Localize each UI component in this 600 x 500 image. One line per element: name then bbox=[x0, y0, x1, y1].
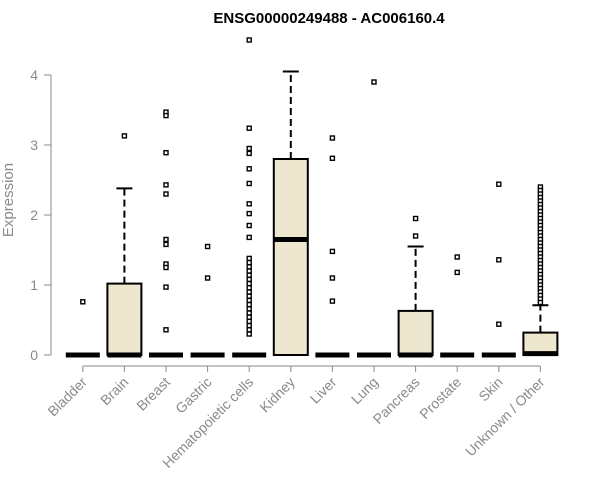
outlier-point bbox=[454, 254, 460, 260]
outlier-point bbox=[537, 299, 544, 306]
outlier-point bbox=[163, 149, 169, 156]
box-liver bbox=[315, 135, 350, 358]
outlier-point bbox=[329, 275, 336, 281]
box-hematopoietic-cells bbox=[232, 37, 267, 358]
box-gastric bbox=[190, 243, 225, 358]
outlier-point bbox=[246, 259, 252, 266]
outlier-point bbox=[163, 191, 169, 197]
outlier-point bbox=[329, 298, 336, 304]
outlier-point bbox=[412, 233, 419, 239]
iqr-box bbox=[397, 309, 434, 356]
outlier-point bbox=[371, 79, 377, 85]
box-bladder bbox=[65, 299, 100, 358]
outlier-point bbox=[496, 257, 502, 263]
x-tick-label: Brain bbox=[97, 374, 131, 408]
box-brain bbox=[106, 133, 143, 358]
x-tick-label: Liver bbox=[307, 374, 340, 407]
outlier-point bbox=[163, 112, 169, 119]
outlier-point bbox=[246, 222, 252, 229]
x-tick-label: Skin bbox=[475, 374, 506, 405]
axes: 0 1 2 3 4 bbox=[30, 67, 541, 367]
outlier-point bbox=[246, 276, 252, 283]
y-tick-label: 2 bbox=[30, 207, 38, 223]
outlier-point bbox=[246, 314, 252, 320]
outlier-point bbox=[163, 241, 169, 248]
outlier-point bbox=[204, 243, 211, 250]
outlier-point bbox=[246, 293, 252, 299]
outlier-point bbox=[246, 310, 252, 316]
boxes bbox=[65, 37, 559, 358]
chart-title: ENSG00000249488 - AC006160.4 bbox=[213, 10, 445, 27]
outlier-point bbox=[246, 201, 252, 207]
x-tick-label: Lung bbox=[348, 374, 381, 407]
box-breast bbox=[149, 109, 183, 358]
outlier-point bbox=[246, 268, 252, 274]
outlier-point bbox=[246, 331, 252, 337]
outlier-point bbox=[246, 166, 252, 172]
outlier-point bbox=[246, 285, 252, 291]
outlier-point bbox=[121, 133, 128, 139]
outlier-point bbox=[246, 125, 252, 131]
box-pancreas bbox=[397, 215, 434, 358]
outlier-point bbox=[246, 327, 252, 333]
x-tick-label: Breast bbox=[133, 374, 173, 414]
outlier-point bbox=[246, 301, 252, 308]
outlier-point bbox=[246, 318, 252, 325]
outlier-point bbox=[246, 150, 252, 157]
iqr-box bbox=[106, 282, 143, 357]
x-tick-label: Unknown / Other bbox=[462, 374, 548, 460]
x-tick-label: Prostate bbox=[416, 374, 464, 422]
box-skin bbox=[481, 181, 516, 358]
iqr-box bbox=[272, 158, 309, 356]
outlier-point bbox=[246, 255, 252, 262]
outlier-point bbox=[204, 275, 211, 281]
outlier-point bbox=[163, 182, 169, 188]
outlier-point bbox=[246, 145, 252, 152]
outlier-point bbox=[163, 264, 169, 271]
box-prostate bbox=[440, 254, 475, 358]
outlier-point bbox=[246, 264, 252, 270]
outlier-point bbox=[496, 181, 502, 187]
outlier-point bbox=[246, 322, 252, 329]
box-unknown-other bbox=[522, 184, 559, 357]
outlier-point bbox=[246, 234, 252, 241]
outlier-point bbox=[329, 248, 336, 255]
outlier-point bbox=[496, 321, 502, 327]
box-lung bbox=[357, 79, 391, 358]
y-axis-label: Expression bbox=[0, 163, 17, 237]
y-tick-label: 0 bbox=[30, 347, 38, 363]
outlier-point bbox=[454, 269, 460, 276]
y-tick-label: 3 bbox=[30, 137, 38, 153]
y-tick-label: 1 bbox=[30, 277, 38, 293]
outlier-point bbox=[246, 272, 252, 278]
outlier-point bbox=[246, 289, 252, 295]
y-tick-label: 4 bbox=[30, 67, 38, 83]
outlier-point bbox=[329, 155, 336, 162]
outlier-point bbox=[246, 180, 252, 187]
outlier-point bbox=[246, 306, 252, 312]
outlier-point bbox=[163, 284, 169, 290]
outlier-point bbox=[246, 37, 252, 43]
x-tick-label: Bladder bbox=[44, 374, 90, 420]
outlier-point bbox=[412, 215, 419, 222]
box-kidney bbox=[272, 70, 309, 356]
outlier-point bbox=[163, 236, 169, 243]
outlier-point bbox=[329, 135, 336, 141]
x-tick-label: Kidney bbox=[256, 374, 298, 416]
outlier-point bbox=[80, 299, 86, 305]
outlier-point bbox=[246, 297, 252, 304]
outlier-point bbox=[246, 280, 252, 287]
outlier-point bbox=[246, 210, 252, 217]
outlier-point bbox=[163, 327, 169, 333]
